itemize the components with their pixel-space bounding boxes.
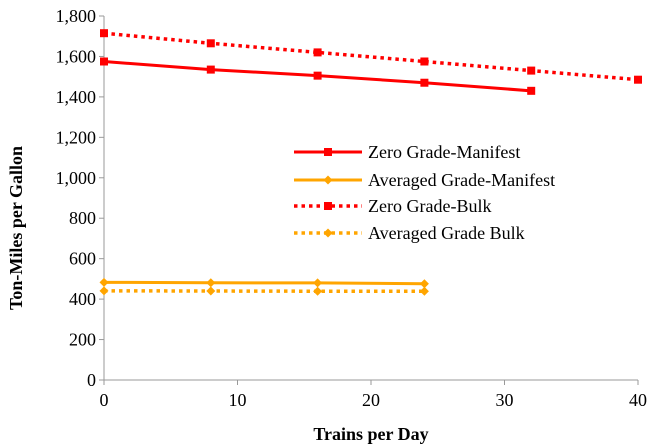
x-tick-label: 40: [629, 390, 647, 410]
y-tick-label: 800: [69, 208, 96, 228]
legend-label: Zero Grade-Manifest: [368, 142, 520, 162]
series-zero-grade-manifest: [100, 57, 536, 95]
data-point-zero-grade-bulk: [527, 66, 536, 75]
series-line-zero-grade-bulk: [103, 31, 639, 82]
legend: Zero Grade-Manifest Averaged Grade-Manife…: [294, 142, 555, 243]
series-averaged-grade-manifest: [99, 277, 429, 289]
data-point-zero-grade-bulk: [100, 29, 108, 38]
legend-item-zero-grade-bulk: Zero Grade-Bulk: [294, 196, 491, 216]
data-point-averaged-grade-bulk: [419, 286, 429, 296]
legend-item-averaged-grade-manifest: Averaged Grade-Manifest: [294, 170, 555, 190]
data-point-zero-grade-bulk: [313, 48, 322, 57]
data-point-averaged-grade-manifest: [313, 278, 323, 288]
legend-label: Zero Grade-Bulk: [368, 196, 491, 216]
legend-swatch-marker: [323, 175, 333, 185]
data-point-zero-grade-bulk: [206, 39, 215, 48]
legend-item-zero-grade-manifest: Zero Grade-Manifest: [294, 142, 520, 162]
y-tick-label: 1,600: [56, 46, 97, 66]
legend-item-averaged-grade-bulk: Averaged Grade Bulk: [294, 223, 525, 243]
data-point-zero-grade-bulk: [420, 57, 429, 66]
y-tick-label: 1,400: [56, 87, 97, 107]
axes: 0 200 400 600 800 1,000 1,200 1,400 1,600 1,800 0 1…: [56, 6, 648, 410]
x-tick-label: 0: [100, 390, 109, 410]
x-tick-label: 10: [229, 390, 247, 410]
legend-label: Averaged Grade-Manifest: [368, 170, 555, 190]
y-tick-label: 200: [69, 330, 96, 350]
legend-swatch-marker: [324, 202, 332, 210]
data-point-zero-grade-manifest: [527, 86, 536, 95]
data-point-averaged-grade-manifest: [99, 277, 109, 287]
x-tick-label: 20: [362, 390, 380, 410]
data-point-averaged-grade-bulk: [313, 286, 323, 296]
data-point-zero-grade-bulk: [634, 75, 642, 84]
series-zero-grade-bulk: [100, 29, 642, 84]
x-tick-label: 30: [496, 390, 514, 410]
x-axis-title: Trains per Day: [313, 424, 428, 444]
y-tick-label: 400: [69, 289, 96, 309]
data-point-averaged-grade-bulk: [99, 286, 109, 296]
data-point-averaged-grade-manifest: [419, 279, 429, 289]
legend-swatch-marker: [324, 148, 332, 156]
y-tick-label: 0: [87, 370, 96, 390]
data-point-zero-grade-manifest: [206, 65, 215, 74]
data-point-zero-grade-manifest: [420, 78, 429, 87]
data-point-zero-grade-manifest: [100, 57, 108, 66]
data-point-averaged-grade-bulk: [206, 286, 216, 296]
y-tick-label: 1,000: [56, 168, 97, 188]
y-tick-label: 1,200: [56, 127, 97, 147]
data-point-averaged-grade-manifest: [206, 278, 216, 288]
series-group: [99, 29, 642, 296]
legend-label: Averaged Grade Bulk: [368, 223, 525, 243]
y-tick-label: 600: [69, 249, 96, 269]
y-axis-title: Ton-Miles per Gallon: [6, 146, 26, 310]
y-tick-label: 1,800: [56, 6, 97, 26]
data-point-zero-grade-manifest: [313, 71, 322, 80]
series-averaged-grade-bulk: [99, 286, 429, 296]
legend-swatch-marker: [323, 228, 333, 238]
series-line-averaged-grade-manifest: [103, 280, 425, 286]
